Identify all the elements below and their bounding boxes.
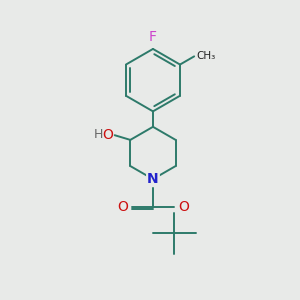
Text: CH₃: CH₃ xyxy=(196,51,215,62)
Text: O: O xyxy=(102,128,113,142)
Text: H: H xyxy=(94,128,103,141)
Text: F: F xyxy=(149,31,157,44)
Text: O: O xyxy=(117,200,128,214)
Text: N: N xyxy=(147,172,159,186)
Text: O: O xyxy=(178,200,189,214)
